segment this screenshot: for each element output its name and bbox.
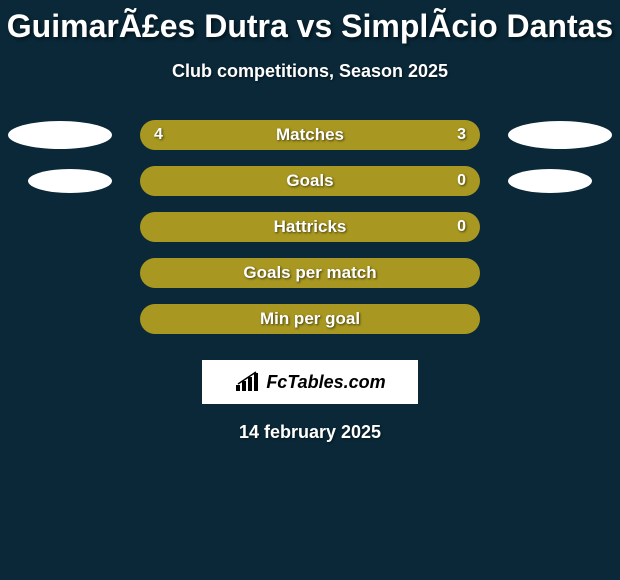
stat-bar: Goals 0 — [140, 166, 480, 196]
stat-bar: 4 Matches 3 — [140, 120, 480, 150]
ellipse-right — [508, 121, 612, 149]
chart-date: 14 february 2025 — [0, 422, 620, 443]
stat-bar: Min per goal — [140, 304, 480, 334]
stat-label: Matches — [276, 125, 344, 145]
chart-container: GuimarÃ£es Dutra vs SimplÃ­cio Dantas Cl… — [0, 0, 620, 443]
stat-bar: Goals per match — [140, 258, 480, 288]
ellipse-left — [8, 121, 112, 149]
ellipse-right — [508, 169, 592, 193]
stat-value-right: 3 — [457, 126, 466, 144]
chart-subtitle: Club competitions, Season 2025 — [0, 61, 620, 82]
stat-row: Goals 0 — [0, 158, 620, 204]
chart-title: GuimarÃ£es Dutra vs SimplÃ­cio Dantas — [0, 8, 620, 45]
stat-label: Goals per match — [243, 263, 376, 283]
stat-row: 4 Matches 3 — [0, 112, 620, 158]
logo-content: FcTables.com — [234, 371, 385, 393]
logo-text: FcTables.com — [266, 372, 385, 393]
stat-label: Hattricks — [274, 217, 347, 237]
stat-row: Min per goal — [0, 296, 620, 342]
stat-row: Goals per match — [0, 250, 620, 296]
ellipse-left — [28, 169, 112, 193]
logo-box: FcTables.com — [202, 360, 418, 404]
stat-value-right: 0 — [457, 172, 466, 190]
stat-label: Min per goal — [260, 309, 360, 329]
stat-label: Goals — [286, 171, 333, 191]
stat-value-right: 0 — [457, 218, 466, 236]
stat-row: Hattricks 0 — [0, 204, 620, 250]
stat-value-left: 4 — [154, 126, 163, 144]
stats-container: 4 Matches 3 Goals 0 Hattricks 0 Goals per match… — [0, 112, 620, 342]
stat-bar: Hattricks 0 — [140, 212, 480, 242]
chart-icon — [234, 371, 262, 393]
